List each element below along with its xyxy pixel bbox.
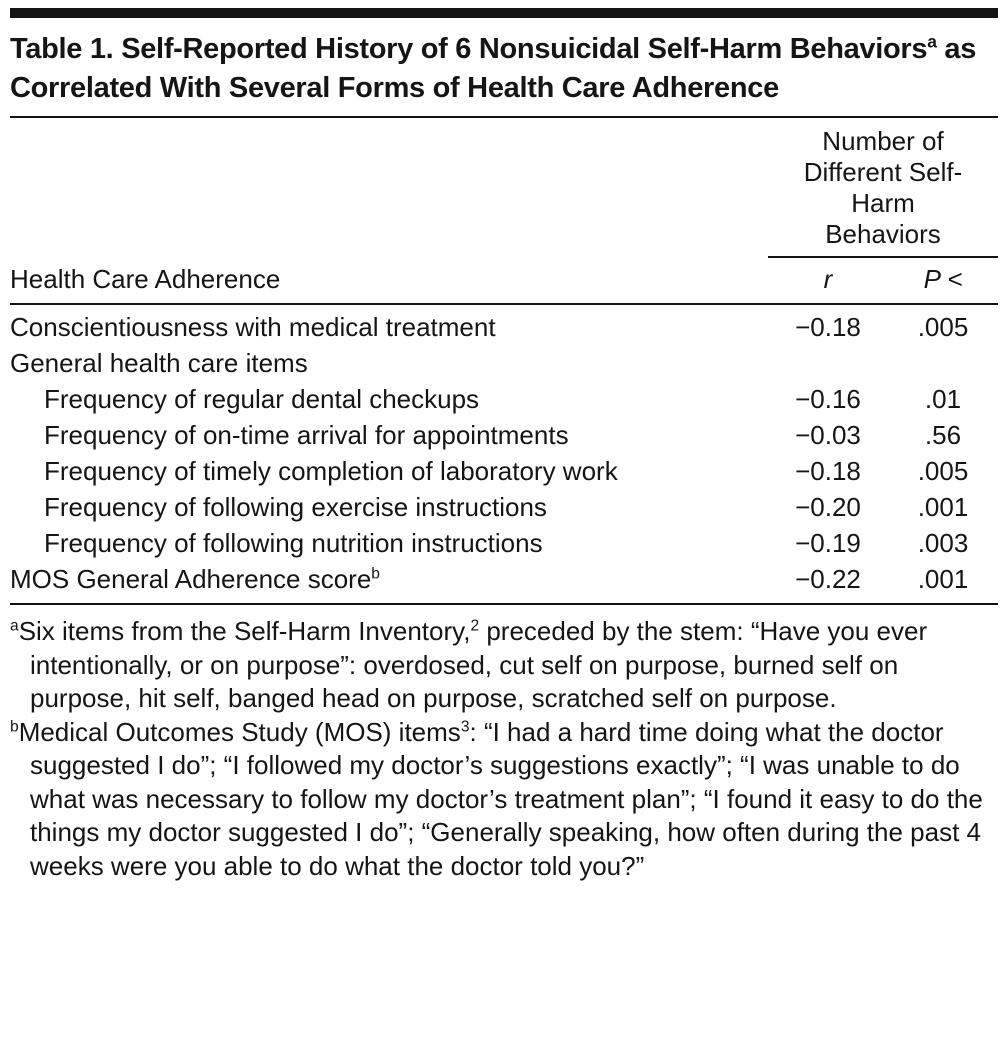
footnote-text: : “I had a hard time doing what the doct…: [30, 716, 983, 881]
r-value: −0.16: [795, 384, 861, 414]
table-title-superscript: a: [927, 31, 937, 52]
table-row: Frequency of timely completion of labora…: [10, 453, 998, 489]
r-value: −0.03: [795, 420, 861, 450]
header-rule: [10, 303, 998, 305]
reference-superscript: 3: [460, 717, 470, 735]
table-body: Conscientiousness with medical treatment…: [10, 305, 998, 603]
footnotes: aSix items from the Self-Harm Inventory,…: [10, 605, 998, 883]
table-title: Table 1. Self-Reported History of 6 Nons…: [10, 30, 998, 108]
row-label-superscript: b: [371, 565, 380, 583]
table-title-main: Table 1. Self-Reported History of 6 Nons…: [10, 33, 928, 65]
row-label: Frequency of timely completion of labora…: [10, 453, 768, 489]
table-row: MOS General Adherence scoreb −0.22 .001: [10, 561, 998, 597]
bottom-rule: [10, 603, 998, 605]
table-row: Frequency of on-time arrival for appoint…: [10, 417, 998, 453]
column-header-r: r: [823, 264, 833, 294]
table-header: Health Care Adherence Number of Differen…: [10, 118, 998, 303]
top-heavy-rule: [10, 8, 998, 18]
p-value: .001: [917, 564, 969, 594]
title-rule: [10, 116, 998, 118]
table-row: Conscientiousness with medical treatment…: [10, 309, 998, 345]
p-value: .01: [924, 384, 962, 414]
r-value: −0.19: [795, 528, 861, 558]
footnote-text: Medical Outcomes Study (MOS) items: [18, 716, 461, 747]
column-header-p: P <: [923, 264, 963, 294]
footnote-a: aSix items from the Self-Harm Inventory,…: [10, 615, 998, 716]
footnote-marker: a: [10, 617, 19, 635]
r-value: −0.18: [795, 456, 861, 486]
p-value: .005: [917, 312, 969, 342]
row-label-text: General health care items: [10, 348, 308, 378]
reference-superscript: 2: [470, 617, 480, 635]
spanner-label: Number of Different Self-Harm Behaviors: [803, 126, 963, 249]
p-value: .003: [917, 528, 969, 558]
footnote-b: bMedical Outcomes Study (MOS) items3: “I…: [10, 716, 998, 884]
row-label: Frequency of following nutrition instruc…: [10, 525, 768, 561]
row-label: Frequency of following exercise instruct…: [10, 489, 768, 525]
table-row: Frequency of following exercise instruct…: [10, 489, 998, 525]
row-label-text: Frequency of on-time arrival for appoint…: [44, 420, 569, 450]
r-value: −0.18: [795, 312, 861, 342]
row-label-text: Conscientiousness with medical treatment: [10, 312, 496, 342]
spanner-rule: [768, 256, 998, 258]
column-header-stub: Health Care Adherence: [10, 264, 281, 294]
r-value: −0.22: [795, 564, 861, 594]
r-value: −0.20: [795, 492, 861, 522]
p-value: [888, 345, 998, 381]
sub-headers: r P <: [768, 258, 998, 303]
footnote-text: preceded by the stem: “Have you ever int…: [30, 616, 928, 713]
row-label: MOS General Adherence scoreb: [10, 561, 768, 597]
p-value: .56: [924, 420, 962, 450]
row-label: Conscientiousness with medical treatment: [10, 309, 768, 345]
spanner-group: Number of Different Self-Harm Behaviors …: [768, 118, 998, 303]
row-label-text: Frequency of regular dental checkups: [44, 384, 480, 414]
row-label-text: Frequency of following exercise instruct…: [44, 492, 547, 522]
row-label-text: Frequency of following nutrition instruc…: [44, 528, 543, 558]
p-value: .001: [917, 492, 969, 522]
r-value: [768, 345, 888, 381]
table-row: General health care items: [10, 345, 998, 381]
table-row: Frequency of following nutrition instruc…: [10, 525, 998, 561]
row-label: Frequency of regular dental checkups: [10, 381, 768, 417]
p-value: .005: [917, 456, 969, 486]
footnote-text: Six items from the Self-Harm Inventory,: [18, 616, 471, 646]
row-label-text: MOS General Adherence score: [10, 564, 372, 594]
table-title-rest: as Correlated With Several Forms of Heal…: [10, 33, 977, 104]
table-row: Frequency of regular dental checkups −0.…: [10, 381, 998, 417]
row-label: General health care items: [10, 345, 768, 381]
row-label: Frequency of on-time arrival for appoint…: [10, 417, 768, 453]
row-label-text: Frequency of timely completion of labora…: [44, 456, 618, 486]
footnote-marker: b: [10, 717, 19, 735]
